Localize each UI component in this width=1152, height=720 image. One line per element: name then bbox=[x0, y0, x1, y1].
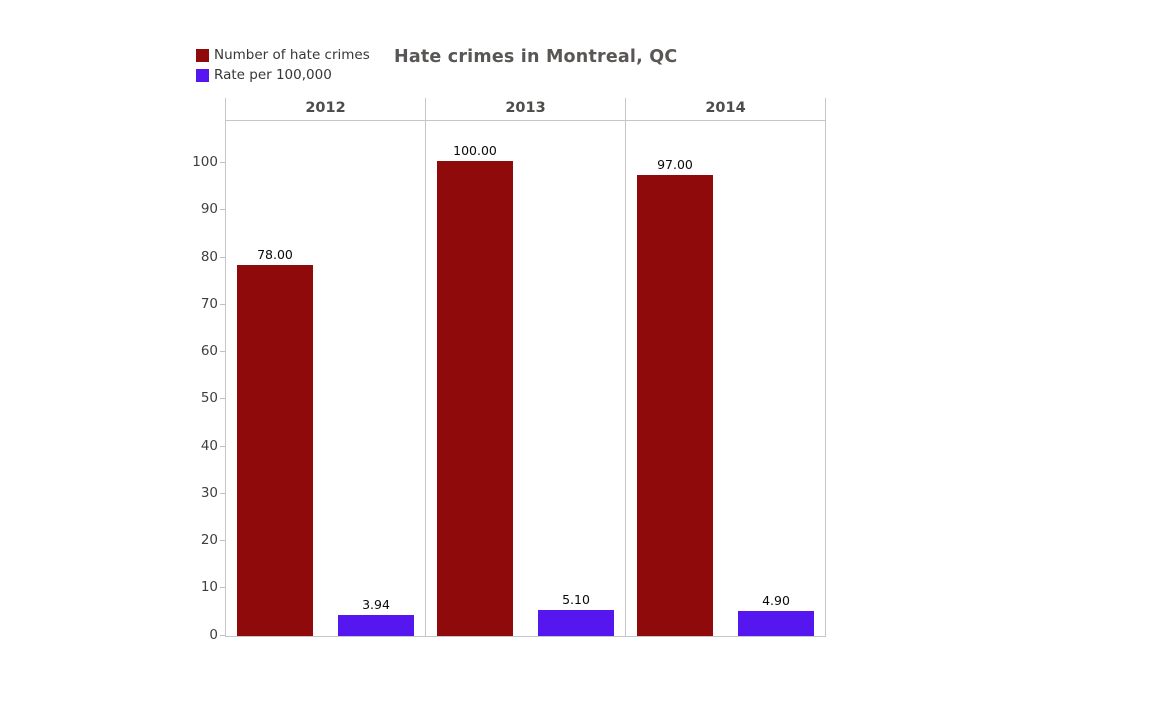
bar-rate-per-100000-2013: 5.10 bbox=[538, 592, 614, 636]
y-tick-mark bbox=[220, 303, 225, 305]
y-tick-label-70: 70 bbox=[200, 295, 218, 312]
facet-label-2012: 2012 bbox=[225, 98, 425, 120]
y-tick-label-60: 60 bbox=[200, 343, 218, 360]
facet-label-2013: 2013 bbox=[425, 98, 625, 120]
bar-value-label: 4.90 bbox=[762, 592, 790, 608]
y-tick-mark bbox=[220, 162, 225, 163]
y-tick-mark bbox=[220, 398, 225, 400]
legend-label: Rate per 100,000 bbox=[214, 67, 332, 83]
facet-label-2014: 2014 bbox=[625, 98, 826, 120]
bar-rate-per-100000-2012: 3.94 bbox=[338, 597, 414, 636]
legend-swatch-blue bbox=[196, 68, 209, 82]
y-tick-label-80: 80 bbox=[200, 248, 218, 265]
y-tick-label-30: 30 bbox=[200, 484, 218, 501]
legend: Number of hate crimes Rate per 100,000 bbox=[196, 45, 370, 85]
y-tick-mark bbox=[220, 209, 225, 211]
plot-area: 78.00 3.94 100.00 5.10 97.00 4.90 bbox=[225, 121, 826, 637]
chart-area: 2012 2013 2014 78.00 3.94 100.00 5.10 97.00 4.9… bbox=[225, 98, 826, 637]
y-tick-label-10: 10 bbox=[200, 579, 218, 596]
y-tick-label-100: 100 bbox=[192, 154, 218, 170]
y-tick-label-50: 50 bbox=[200, 390, 218, 407]
y-tick-mark bbox=[220, 351, 225, 353]
legend-item-rate-per-100000: Rate per 100,000 bbox=[196, 65, 370, 85]
bar-hate-crimes-count-2014: 97.00 bbox=[637, 157, 713, 636]
legend-label: Number of hate crimes bbox=[214, 47, 370, 63]
bar-value-label: 97.00 bbox=[657, 157, 693, 173]
bar-value-label: 3.94 bbox=[362, 597, 390, 613]
bar-hate-crimes-count-2012: 78.00 bbox=[237, 247, 313, 636]
facet-panel-2013: 100.00 5.10 bbox=[425, 121, 625, 636]
y-tick-mark bbox=[220, 445, 225, 447]
y-tick-mark bbox=[220, 587, 225, 589]
bar-value-label: 78.00 bbox=[257, 247, 293, 262]
bar-value-label: 100.00 bbox=[453, 143, 497, 158]
y-tick-label-20: 20 bbox=[200, 532, 218, 549]
y-tick-mark bbox=[220, 256, 225, 258]
y-tick-mark bbox=[220, 492, 225, 494]
legend-swatch-red bbox=[196, 48, 209, 62]
facet-header-row: 2012 2013 2014 bbox=[225, 98, 826, 121]
bar-hate-crimes-count-2013: 100.00 bbox=[437, 143, 513, 636]
facet-panel-2012: 78.00 3.94 bbox=[225, 121, 425, 636]
legend-item-hate-crimes-count: Number of hate crimes bbox=[196, 45, 370, 65]
y-tick-mark bbox=[220, 634, 225, 636]
y-tick-label-90: 90 bbox=[200, 201, 218, 218]
chart-title: Hate crimes in Montreal, QC bbox=[394, 47, 678, 67]
facet-panel-2014: 97.00 4.90 bbox=[625, 121, 826, 636]
y-tick-mark bbox=[220, 540, 225, 542]
y-tick-label-0: 0 bbox=[209, 626, 218, 643]
bar-rate-per-100000-2014: 4.90 bbox=[738, 593, 814, 636]
y-tick-label-40: 40 bbox=[200, 437, 218, 454]
bar-value-label: 5.10 bbox=[562, 591, 590, 607]
